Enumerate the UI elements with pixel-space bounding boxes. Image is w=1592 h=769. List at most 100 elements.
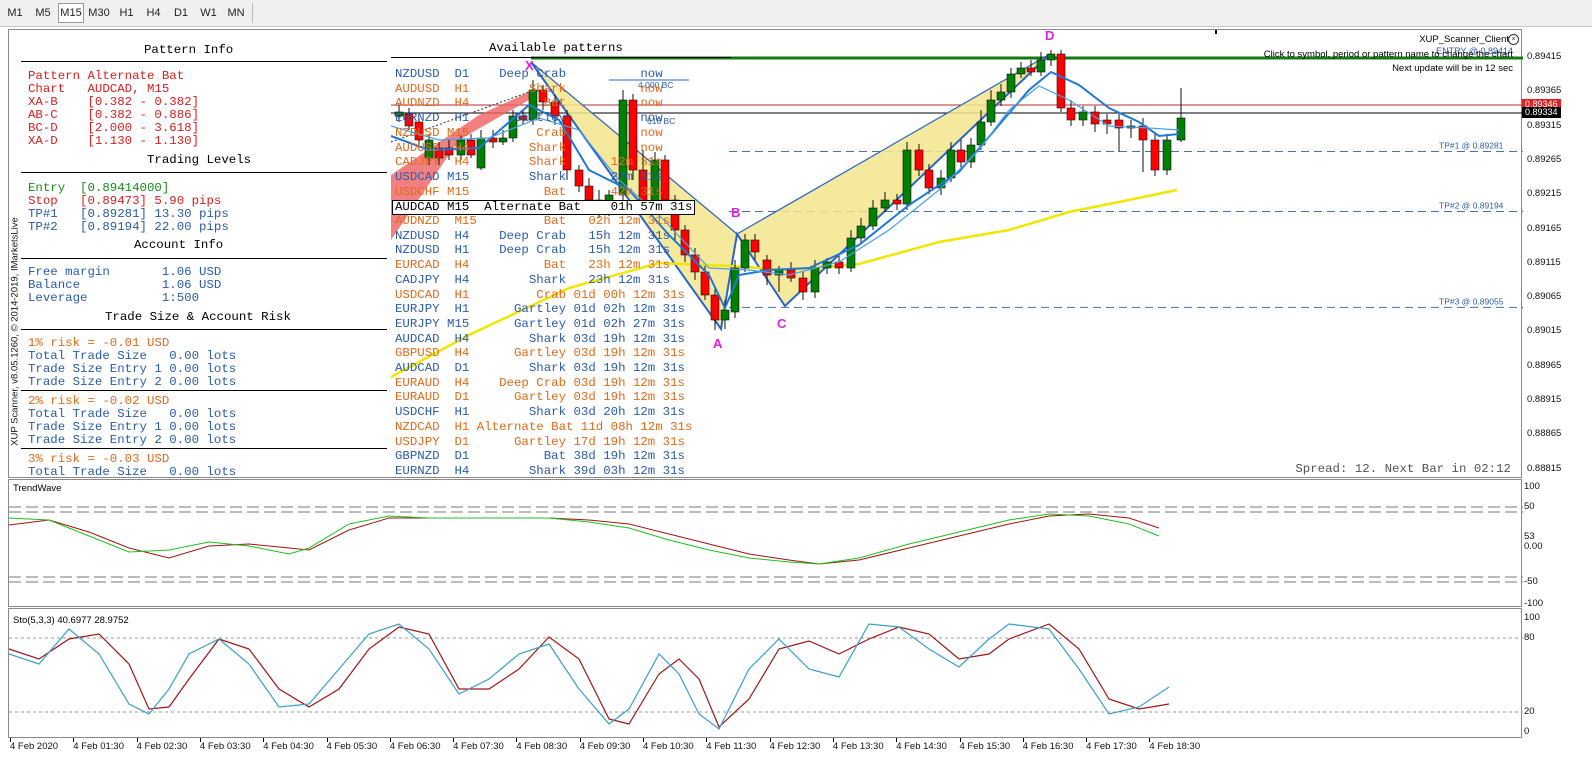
- candle: [750, 239, 760, 253]
- stochastic-tick: 100: [1524, 612, 1540, 623]
- account-info-title: Account Info: [134, 238, 224, 252]
- bd-line: [736, 53, 1051, 235]
- time-tick-mark: [73, 738, 75, 742]
- time-tick-mark: [516, 738, 518, 742]
- pattern-row[interactable]: EURNZD H4 Shark 39d 03h 12m 31s: [395, 463, 685, 478]
- timeframe-mn-button[interactable]: MN: [227, 7, 245, 19]
- pattern-row[interactable]: EURNZD H1 Gartley now: [395, 111, 663, 126]
- candle: [1046, 53, 1056, 61]
- time-tick: 4 Feb 03:30: [199, 741, 251, 752]
- timeframe-m5-button[interactable]: M5: [35, 7, 51, 19]
- pattern-row[interactable]: USDCAD H1 Crab 01d 00h 12m 31s: [395, 287, 685, 302]
- candle: [924, 169, 934, 189]
- pattern-row[interactable]: USDCHF H1 Shark 03d 20h 12m 31s: [395, 405, 685, 420]
- candle: [456, 139, 466, 156]
- pattern-row[interactable]: NZDUSD D1 Deep Crab now: [395, 67, 663, 81]
- update-text: Next update will be in 12 sec: [1392, 63, 1513, 74]
- pattern-row[interactable]: GBPUSD H4 Gartley 03d 19h 12m 31s: [395, 346, 685, 361]
- time-tick: 4 Feb 18:30: [1149, 741, 1201, 752]
- time-tick: 4 Feb 11:30: [706, 741, 757, 752]
- pattern-row[interactable]: EURAUD D1 Gartley 03d 19h 12m 31s: [395, 390, 685, 405]
- trade-size-line: Trade Size Entry 1 0.00 lots: [28, 362, 237, 376]
- timeframe-d1-button[interactable]: D1: [173, 7, 189, 19]
- stochastic-main-line: [9, 623, 1170, 730]
- candle: [880, 199, 890, 209]
- entry-level: Entry [0.89414000]: [28, 181, 170, 195]
- pattern-row[interactable]: GBPNZD D1 Bat 38d 19h 12m 31s: [395, 449, 685, 464]
- price-tick: 0.89015: [1527, 325, 1562, 337]
- toolbar-divider: [252, 3, 253, 23]
- timeframe-m1-button[interactable]: M1: [7, 7, 23, 19]
- candle: [550, 101, 560, 117]
- pattern-row[interactable]: AUDCAD H4 Shark 03d 19h 12m 31s: [395, 331, 685, 346]
- pattern-row[interactable]: USDCAD M15 Shark 27m 31s: [395, 169, 663, 184]
- pattern-row[interactable]: CADJPY H4 Shark 12m 31s: [395, 155, 663, 170]
- pattern-row[interactable]: NZDUSD H1 Deep Crab 15h 12m 31s: [395, 243, 671, 258]
- main-chart-panel[interactable]: TP#1 @ 0.89281 TP#2 @ 0.89194 TP#3 @ 0.890…: [8, 29, 1523, 479]
- pattern-row[interactable]: EURJPY M15 Gartley 01d 02h 27m 31s: [395, 316, 685, 331]
- pattern-row[interactable]: AUDUSD H4 Shark now: [395, 140, 663, 155]
- timeframe-m15-button[interactable]: M15: [58, 3, 84, 23]
- price-tick: 0.88915: [1527, 394, 1562, 405]
- timeframe-w1-button[interactable]: W1: [200, 7, 217, 19]
- candle: [996, 91, 1006, 101]
- trade-size-line: Trade Size Entry 2 0.00 lots: [28, 375, 237, 389]
- trendwave-panel[interactable]: TrendWave: [8, 479, 1523, 607]
- pattern-row[interactable]: AUDNZD M15 Bat 02h 12m 31s: [395, 214, 671, 228]
- pattern-row[interactable]: AUDCAD M15 Alternate Bat 01h 57m 31s: [392, 200, 696, 216]
- pattern-point-c: C: [777, 316, 787, 331]
- trade-size-line: Trade Size Entry 1 0.00 lots: [28, 420, 237, 434]
- candle: [1026, 67, 1036, 73]
- account-info-line: Free margin 1.06 USD: [28, 265, 222, 279]
- pattern-row[interactable]: NZDCAD H1 Alternate Bat 11d 08h 12m 31s: [395, 419, 693, 434]
- risk-line: 3% risk = -0.03 USD: [28, 452, 170, 466]
- candle: [498, 137, 508, 143]
- candle: [434, 147, 444, 159]
- price-tick: 0.89115: [1527, 256, 1561, 268]
- tp1-level: TP#1 [0.89281] 13.30 pips: [28, 207, 229, 221]
- candle: [810, 267, 820, 293]
- time-tick-mark: [1022, 738, 1024, 742]
- pattern-row[interactable]: EURAUD H4 Deep Crab 03d 19h 12m 31s: [395, 375, 685, 390]
- time-tick: 4 Feb 2020: [10, 741, 59, 752]
- pattern-row[interactable]: USDJPY D1 Gartley 17d 19h 12m 31s: [395, 434, 685, 449]
- stochastic-label: Sto(5,3,3) 40.6977 28.9752: [13, 615, 129, 626]
- pattern-row[interactable]: EURCAD H4 Bat 23h 12m 31s: [395, 258, 671, 273]
- time-tick: 4 Feb 01:30: [73, 741, 125, 752]
- close-icon[interactable]: ×: [1508, 34, 1519, 45]
- pattern-row[interactable]: NZDUSD M15 Crab now: [395, 125, 663, 140]
- candle: [574, 169, 584, 187]
- pattern-row[interactable]: CADJPY H4 Shark 23h 12m 31s: [395, 272, 671, 287]
- time-tick-mark: [959, 738, 961, 742]
- divider: [21, 61, 387, 62]
- pattern-row[interactable]: NZDUSD H4 Deep Crab 15h 12m 31s: [395, 228, 671, 243]
- candle: [986, 99, 996, 123]
- time-tick: 4 Feb 14:30: [896, 741, 947, 752]
- stochastic-panel[interactable]: Sto(5,3,3) 40.6977 28.9752: [8, 608, 1523, 738]
- timeframe-h1-button[interactable]: H1: [119, 7, 134, 19]
- price-tick: 0.89065: [1527, 291, 1562, 303]
- trendwave-label: TrendWave: [13, 483, 62, 494]
- stop-level: Stop [0.89473] 5.90 pips: [28, 194, 222, 208]
- pattern-row[interactable]: AUDCAD D1 Shark 03d 19h 12m 31s: [395, 361, 685, 375]
- time-tick: 4 Feb 08:30: [516, 741, 568, 752]
- price-tag-black: 0.89334: [1522, 107, 1561, 118]
- divider: [21, 390, 387, 391]
- pattern-row[interactable]: EURJPY H1 Gartley 01d 02h 12m 31s: [395, 302, 685, 317]
- time-tick: 4 Feb 05:30: [326, 741, 378, 752]
- pattern-row[interactable]: AUDNZD H4 Bat now: [395, 96, 663, 111]
- time-tick-mark: [832, 738, 834, 742]
- pattern-info-line: XA-B [0.382 - 0.382]: [28, 95, 200, 109]
- candle: [618, 99, 628, 196]
- timeframe-m30-button[interactable]: M30: [88, 7, 110, 19]
- available-patterns-title: Available patterns: [489, 41, 623, 55]
- time-tick-mark: [1086, 738, 1088, 742]
- candle: [1176, 117, 1186, 141]
- divider: [21, 448, 387, 449]
- candle: [538, 89, 548, 103]
- candle: [730, 267, 740, 313]
- pattern-row[interactable]: AUDUSD H1 Shark now: [395, 81, 663, 96]
- timeframe-h4-button[interactable]: H4: [146, 7, 161, 19]
- pattern-row[interactable]: USDCHF M15 Bat 42m 31s: [395, 184, 663, 199]
- price-tick: 0.88965: [1527, 359, 1562, 371]
